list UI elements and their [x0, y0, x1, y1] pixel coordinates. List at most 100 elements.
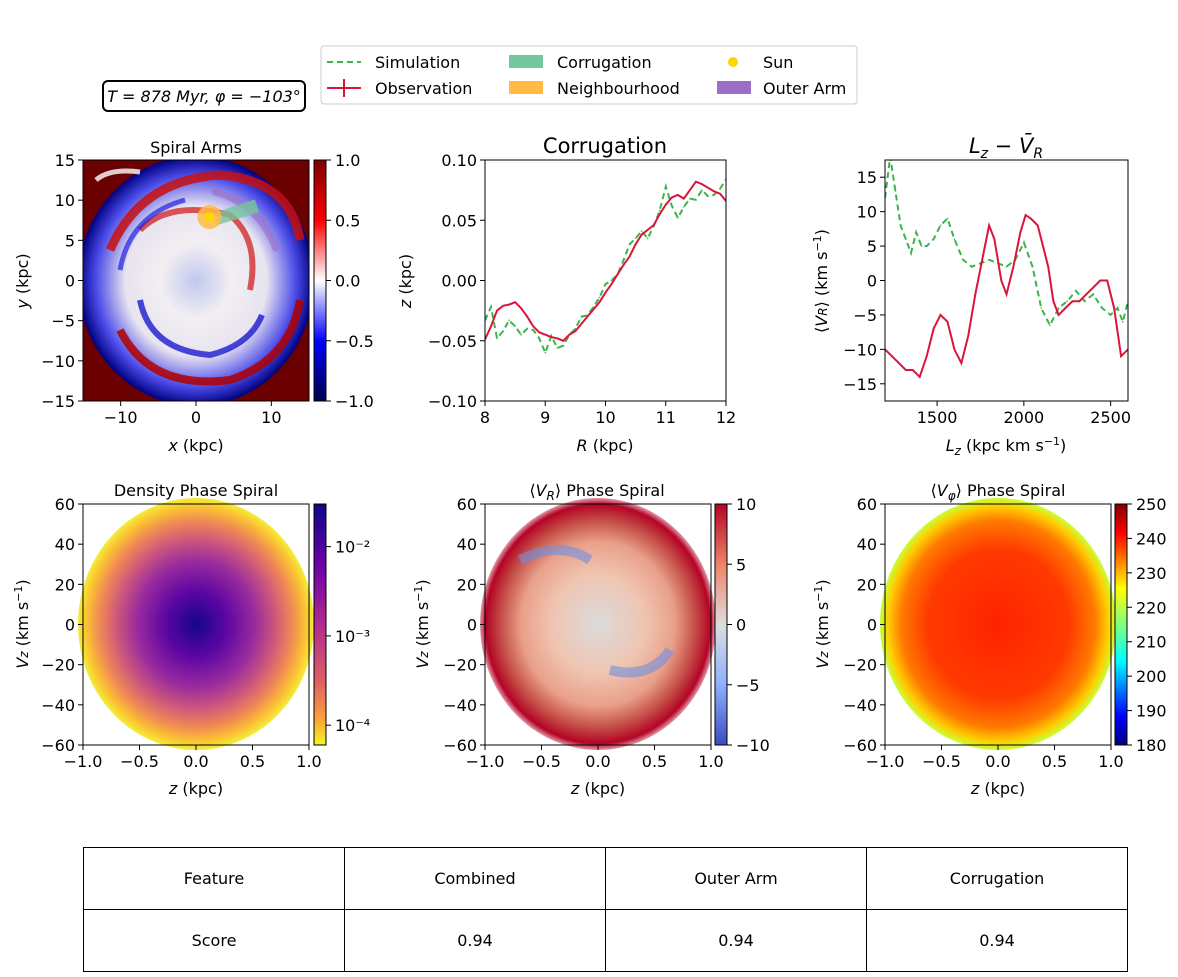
- legend: Simulation Observation Corrugation Neigh…: [320, 45, 858, 105]
- vr-axes: −1.0 −0.5 0.0 0.5 1.0 60 40 20 0 −20 −40 −60: [443, 495, 723, 771]
- series-simulation-point: [910, 252, 912, 254]
- series-observation-point: [664, 203, 667, 206]
- panel-corrugation: Corrugation 8 9 10 11 12 0.10 0.05 0.00 −0.05 −0.…: [396, 134, 736, 455]
- colorbar-tick-label: 1.0: [335, 151, 360, 170]
- series-observation-point: [988, 224, 990, 227]
- series-observation-point: [598, 301, 601, 303]
- y-tick-label: 40: [457, 535, 477, 554]
- table-header-outer-arm: Outer Arm: [605, 847, 867, 910]
- y-tick-label: 10: [857, 203, 877, 222]
- legend-outer-arm-swatch: [717, 81, 751, 94]
- series-observation-point: [622, 264, 625, 266]
- series-observation-point: [574, 330, 577, 332]
- table-header-corrugation: Corrugation: [866, 847, 1128, 910]
- series-observation-point: [967, 334, 970, 337]
- score-table: Feature Combined Outer Arm Corrugation S…: [83, 847, 1128, 972]
- y-tick-label: −60: [843, 736, 877, 755]
- series-observation-point: [1042, 245, 1044, 247]
- y-tick-label: −15: [41, 392, 75, 411]
- series-simulation-point: [580, 315, 583, 318]
- y-tick-label: −40: [843, 696, 877, 715]
- series-observation-point: [1005, 293, 1008, 296]
- corrugation-title: Corrugation: [543, 134, 667, 158]
- table-score-combined: 0.94: [344, 909, 606, 972]
- series-observation-point: [1078, 300, 1081, 302]
- series-simulation-point: [707, 195, 709, 197]
- series-observation-point: [981, 259, 983, 261]
- series-simulation-point: [946, 217, 949, 220]
- series-observation-line: [485, 180, 726, 342]
- series-observation-point: [658, 213, 661, 216]
- vr-colorbar-ticks: 10 5 0 −5 −10: [727, 495, 770, 755]
- y-tick-label: −60: [41, 736, 75, 755]
- legend-observation-label: Observation: [375, 79, 472, 98]
- lz-vr-series: [885, 160, 1128, 379]
- series-observation-point: [701, 183, 703, 185]
- series-simulation-line: [885, 160, 1128, 328]
- y-tick-label: −0.05: [428, 332, 477, 351]
- corrugation-patch: [214, 199, 260, 226]
- colorbar-tick-label: 180: [1136, 736, 1167, 755]
- x-tick-label: 0.5: [1042, 752, 1067, 771]
- series-simulation-point: [1109, 314, 1112, 316]
- colorbar-tick-label: 0.0: [335, 272, 360, 291]
- panel-spiral-arms: Spiral Arms −10 0 10 −15 −10 −5 0 5 10 15 x (kpc)…: [13, 138, 374, 455]
- series-observation-point: [707, 186, 709, 189]
- vr-phase-title: ⟨VR⟩ Phase Spiral: [529, 481, 664, 503]
- series-observation-point: [550, 336, 553, 338]
- vr-xlabel: z (kpc): [570, 779, 625, 798]
- x-tick-label: 10: [261, 408, 281, 427]
- y-tick-label: 15: [857, 168, 877, 187]
- series-simulation-point: [899, 224, 902, 227]
- vphi-ylabel: Vz (km s−1): [812, 579, 832, 668]
- y-tick-label: 5: [65, 231, 75, 250]
- y-tick-label: −20: [843, 656, 877, 675]
- x-tick-label: 1.0: [1098, 752, 1123, 771]
- y-tick-label: 20: [457, 575, 477, 594]
- series-simulation-point: [640, 230, 643, 232]
- series-simulation-point: [1116, 307, 1119, 309]
- series-observation-point: [502, 305, 504, 307]
- score-table-header-row: Feature Combined Outer Arm Corrugation: [83, 847, 1128, 910]
- series-observation-point: [490, 325, 492, 328]
- series-observation-point: [689, 189, 691, 191]
- series-simulation-point: [592, 306, 595, 308]
- info-box-frame: [102, 80, 306, 112]
- series-observation-point: [508, 303, 510, 306]
- series-observation-point: [514, 301, 516, 303]
- series-simulation-point: [1075, 290, 1077, 292]
- series-observation-point: [1012, 265, 1015, 268]
- legend-neighbourhood-label: Neighbourhood: [557, 79, 680, 98]
- y-tick-label: 20: [857, 575, 877, 594]
- series-observation-point: [1106, 279, 1108, 282]
- series-simulation-point: [953, 238, 956, 240]
- y-tick-label: 60: [857, 495, 877, 514]
- series-simulation-point: [658, 209, 661, 212]
- vphi-phase-title: ⟨Vφ⟩ Phase Spiral: [931, 481, 1066, 503]
- vphi-axes: −1.0 −0.5 0.0 0.5 1.0 60 40 20 0 −20 −40 −60: [843, 495, 1123, 771]
- info-box-label: T = 878 Myr, φ = −103°: [107, 87, 301, 106]
- colorbar-tick-label: 200: [1136, 667, 1167, 686]
- colorbar-tick-label: 0.5: [335, 211, 360, 230]
- density-colorbar-ticks: 10⁻² 10⁻³ 10⁻⁴: [326, 538, 370, 735]
- table-header-feature: Feature: [83, 847, 345, 910]
- series-observation-point: [1024, 214, 1027, 216]
- colorbar-tick-label: 240: [1136, 529, 1167, 548]
- vphi-colorbar-ticks: 250 240 230 220 210 200 190 180: [1127, 495, 1167, 755]
- series-simulation-point: [526, 327, 528, 330]
- colorbar-tick-label: −10: [736, 736, 770, 755]
- series-observation-point: [713, 190, 715, 193]
- y-tick-label: −20: [443, 656, 477, 675]
- series-simulation-point: [932, 238, 935, 240]
- series-simulation-point: [719, 188, 721, 190]
- x-tick-label: 0.0: [585, 752, 610, 771]
- x-tick-label: 0.0: [183, 752, 208, 771]
- legend-sun-label: Sun: [763, 53, 793, 72]
- series-simulation-point: [970, 265, 973, 268]
- corrugation-axes: 8 9 10 11 12 0.10 0.05 0.00 −0.05 −0.10: [428, 151, 736, 427]
- series-observation-point: [544, 333, 547, 336]
- panel-vr-phase-spiral: ⟨VR⟩ Phase Spiral −1.0 −0.5 0.0 0.5 1.0 60 40 2…: [412, 481, 770, 798]
- series-observation-point: [953, 348, 956, 351]
- vr-blue-band-2: [608, 647, 675, 678]
- colorbar-tick-label: 10⁻³: [335, 627, 370, 646]
